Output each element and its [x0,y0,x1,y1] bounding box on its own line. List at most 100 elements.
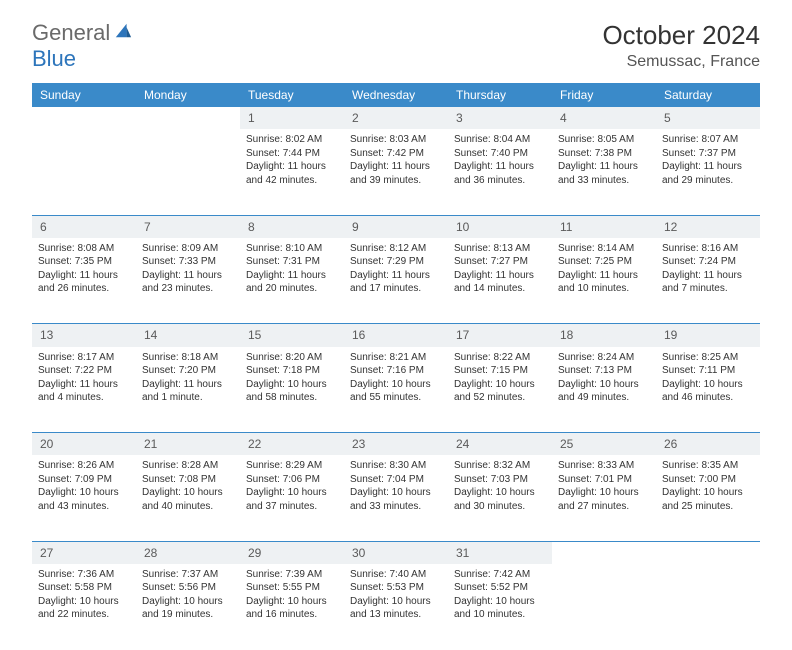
sunset-text: Sunset: 7:08 PM [142,473,234,487]
daylight-text: Daylight: 10 hours and 27 minutes. [558,486,650,513]
calendar-table: SundayMondayTuesdayWednesdayThursdayFrid… [32,83,760,650]
day-number: 10 [448,215,552,238]
daylight-text: Daylight: 10 hours and 25 minutes. [662,486,754,513]
weekday-header: Wednesday [344,83,448,107]
day-cell: Sunrise: 8:29 AMSunset: 7:06 PMDaylight:… [240,455,344,541]
daylight-text: Daylight: 11 hours and 14 minutes. [454,269,546,296]
day-number: 28 [136,541,240,564]
sunrise-text: Sunrise: 8:28 AM [142,459,234,473]
day-number: 31 [448,541,552,564]
day-number: 19 [656,324,760,347]
day-detail-row: Sunrise: 8:02 AMSunset: 7:44 PMDaylight:… [32,129,760,215]
day-number-row: 20212223242526 [32,433,760,456]
sunrise-text: Sunrise: 8:10 AM [246,242,338,256]
day-cell: Sunrise: 8:02 AMSunset: 7:44 PMDaylight:… [240,129,344,215]
daylight-text: Daylight: 11 hours and 10 minutes. [558,269,650,296]
day-detail-row: Sunrise: 8:08 AMSunset: 7:35 PMDaylight:… [32,238,760,324]
daylight-text: Daylight: 11 hours and 1 minute. [142,378,234,405]
day-number: 14 [136,324,240,347]
daylight-text: Daylight: 10 hours and 19 minutes. [142,595,234,622]
sunrise-text: Sunrise: 8:05 AM [558,133,650,147]
day-cell: Sunrise: 8:03 AMSunset: 7:42 PMDaylight:… [344,129,448,215]
day-number-row: 12345 [32,107,760,129]
daylight-text: Daylight: 10 hours and 40 minutes. [142,486,234,513]
sunset-text: Sunset: 7:03 PM [454,473,546,487]
daylight-text: Daylight: 10 hours and 13 minutes. [350,595,442,622]
sunrise-text: Sunrise: 8:16 AM [662,242,754,256]
sunset-text: Sunset: 7:31 PM [246,255,338,269]
location: Semussac, France [602,53,760,71]
day-cell: Sunrise: 8:20 AMSunset: 7:18 PMDaylight:… [240,347,344,433]
empty-cell [32,129,136,215]
day-cell: Sunrise: 8:33 AMSunset: 7:01 PMDaylight:… [552,455,656,541]
sunset-text: Sunset: 7:06 PM [246,473,338,487]
day-cell: Sunrise: 8:18 AMSunset: 7:20 PMDaylight:… [136,347,240,433]
weekday-header: Friday [552,83,656,107]
day-number: 6 [32,215,136,238]
day-cell: Sunrise: 8:25 AMSunset: 7:11 PMDaylight:… [656,347,760,433]
day-cell: Sunrise: 8:17 AMSunset: 7:22 PMDaylight:… [32,347,136,433]
sunrise-text: Sunrise: 8:25 AM [662,351,754,365]
day-cell: Sunrise: 8:07 AMSunset: 7:37 PMDaylight:… [656,129,760,215]
daylight-text: Daylight: 11 hours and 39 minutes. [350,160,442,187]
daylight-text: Daylight: 10 hours and 30 minutes. [454,486,546,513]
day-number: 7 [136,215,240,238]
daylight-text: Daylight: 11 hours and 20 minutes. [246,269,338,296]
day-number: 12 [656,215,760,238]
weekday-header: Tuesday [240,83,344,107]
daylight-text: Daylight: 10 hours and 58 minutes. [246,378,338,405]
daylight-text: Daylight: 11 hours and 23 minutes. [142,269,234,296]
day-cell: Sunrise: 7:37 AMSunset: 5:56 PMDaylight:… [136,564,240,650]
sunrise-text: Sunrise: 8:30 AM [350,459,442,473]
sunrise-text: Sunrise: 8:09 AM [142,242,234,256]
brand-part2: Blue [32,46,76,72]
day-number: 2 [344,107,448,129]
sunset-text: Sunset: 5:58 PM [38,581,130,595]
empty-cell [552,564,656,650]
sunset-text: Sunset: 5:53 PM [350,581,442,595]
weekday-header-row: SundayMondayTuesdayWednesdayThursdayFrid… [32,83,760,107]
daylight-text: Daylight: 10 hours and 10 minutes. [454,595,546,622]
day-detail-row: Sunrise: 7:36 AMSunset: 5:58 PMDaylight:… [32,564,760,650]
daylight-text: Daylight: 11 hours and 4 minutes. [38,378,130,405]
day-cell: Sunrise: 8:35 AMSunset: 7:00 PMDaylight:… [656,455,760,541]
sunset-text: Sunset: 7:37 PM [662,147,754,161]
daylight-text: Daylight: 10 hours and 52 minutes. [454,378,546,405]
sunset-text: Sunset: 7:18 PM [246,364,338,378]
sunset-text: Sunset: 7:44 PM [246,147,338,161]
sunset-text: Sunset: 7:13 PM [558,364,650,378]
sunrise-text: Sunrise: 7:40 AM [350,568,442,582]
day-number: 20 [32,433,136,456]
empty-cell [136,129,240,215]
day-cell: Sunrise: 8:05 AMSunset: 7:38 PMDaylight:… [552,129,656,215]
day-number-row: 2728293031 [32,541,760,564]
day-number: 5 [656,107,760,129]
sunset-text: Sunset: 7:33 PM [142,255,234,269]
brand-part1: General [32,20,110,46]
weekday-header: Saturday [656,83,760,107]
day-cell: Sunrise: 7:40 AMSunset: 5:53 PMDaylight:… [344,564,448,650]
day-number: 17 [448,324,552,347]
sunrise-text: Sunrise: 8:22 AM [454,351,546,365]
daylight-text: Daylight: 11 hours and 42 minutes. [246,160,338,187]
sunset-text: Sunset: 7:04 PM [350,473,442,487]
weekday-header: Sunday [32,83,136,107]
sunset-text: Sunset: 7:01 PM [558,473,650,487]
day-cell: Sunrise: 8:13 AMSunset: 7:27 PMDaylight:… [448,238,552,324]
daylight-text: Daylight: 10 hours and 33 minutes. [350,486,442,513]
day-number: 4 [552,107,656,129]
sunset-text: Sunset: 7:09 PM [38,473,130,487]
daylight-text: Daylight: 11 hours and 7 minutes. [662,269,754,296]
day-number: 18 [552,324,656,347]
sunrise-text: Sunrise: 8:18 AM [142,351,234,365]
weekday-header: Monday [136,83,240,107]
sunset-text: Sunset: 7:24 PM [662,255,754,269]
sunrise-text: Sunrise: 8:08 AM [38,242,130,256]
day-number: 8 [240,215,344,238]
sunrise-text: Sunrise: 8:03 AM [350,133,442,147]
sunset-text: Sunset: 7:11 PM [662,364,754,378]
day-number: 1 [240,107,344,129]
sunrise-text: Sunrise: 8:29 AM [246,459,338,473]
day-number: 15 [240,324,344,347]
day-cell: Sunrise: 8:04 AMSunset: 7:40 PMDaylight:… [448,129,552,215]
